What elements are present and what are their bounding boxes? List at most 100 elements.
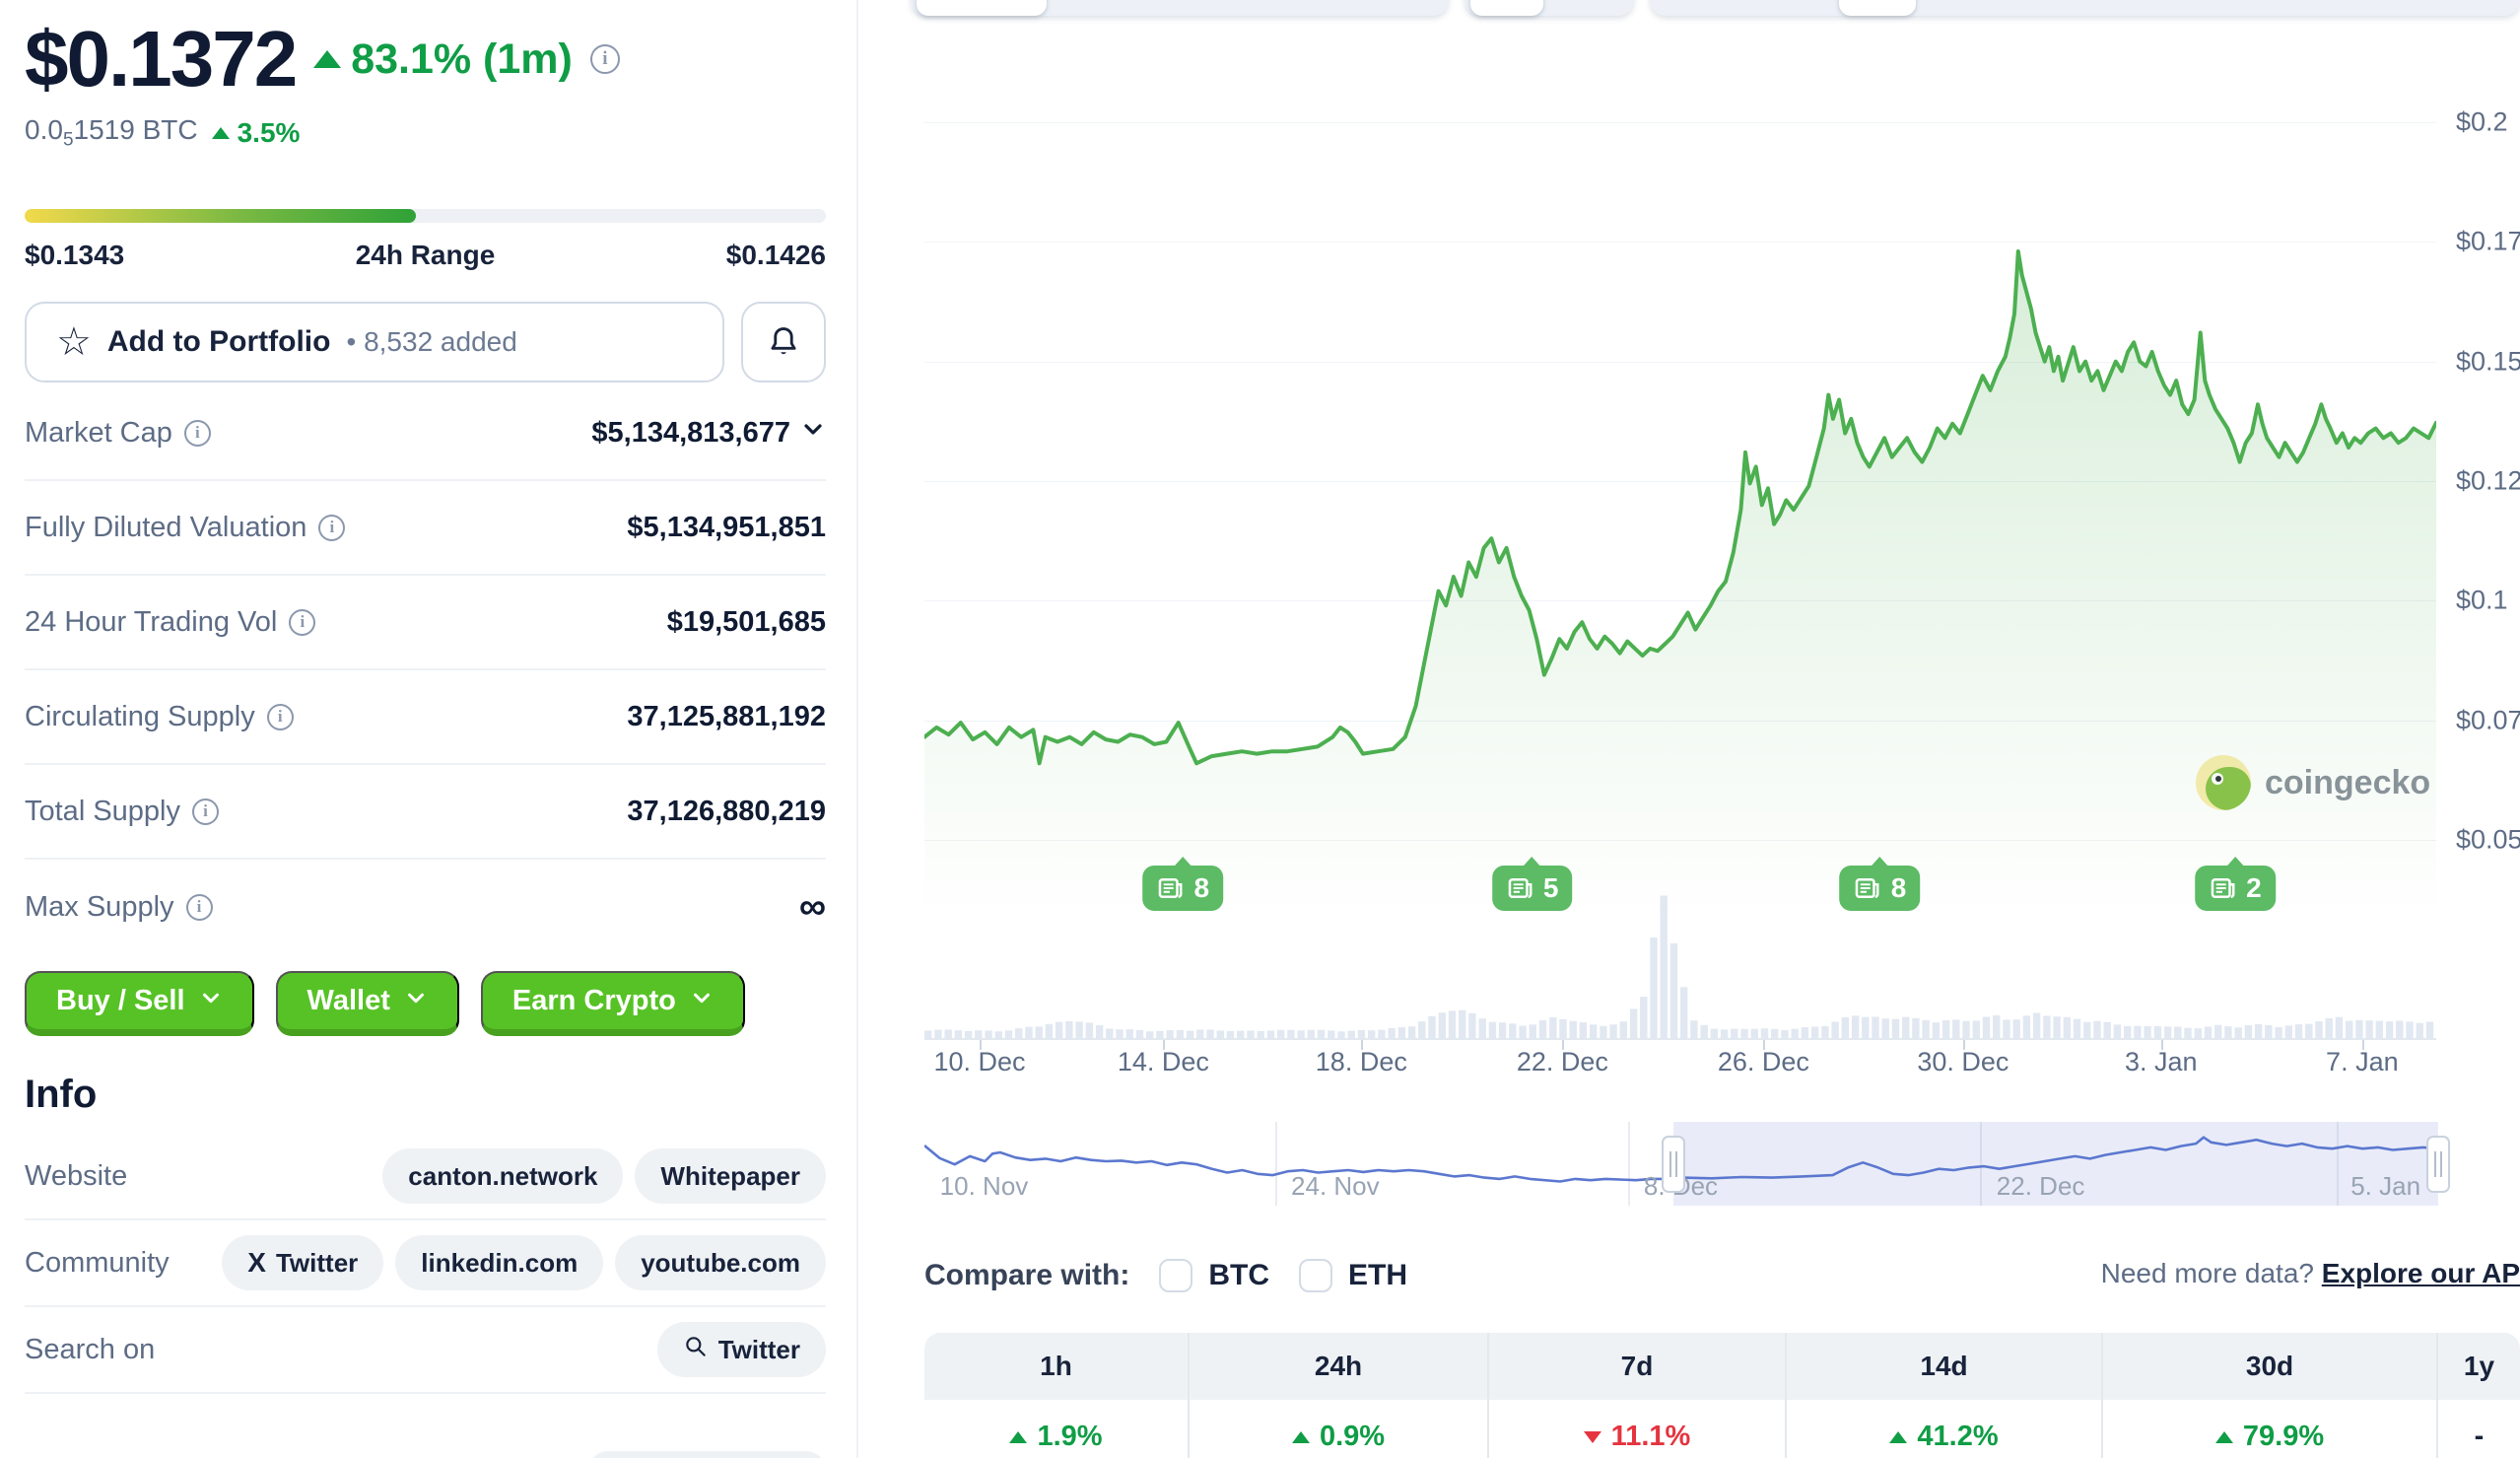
- chevron-down-icon: [199, 985, 223, 1017]
- info-row-label: Website: [25, 1159, 128, 1192]
- chart-range-selected-tab[interactable]: [1839, 0, 1916, 16]
- chip-whitepaper[interactable]: Whitepaper: [635, 1148, 826, 1204]
- table-value-text: 79.9%: [2242, 1421, 2325, 1452]
- add-to-portfolio-button[interactable]: ☆ Add to Portfolio • 8,532 added: [25, 302, 724, 382]
- compare-label: Compare with:: [924, 1259, 1130, 1291]
- down-triangle-icon: [1583, 1430, 1601, 1443]
- chip-label: canton.network: [408, 1160, 598, 1191]
- chip-label: Twitter: [717, 1334, 800, 1364]
- info-row-label: Community: [25, 1246, 170, 1279]
- y-axis-tick-label: $0.15: [2456, 346, 2520, 377]
- star-icon: ☆: [56, 320, 92, 364]
- gridline: [924, 361, 2436, 363]
- chart-type-selected-tab[interactable]: [917, 0, 1047, 16]
- stat-value-text: $19,501,685: [666, 605, 826, 638]
- stat-value: 37,125,881,192: [627, 701, 826, 733]
- price-line-series[interactable]: [924, 0, 2436, 1038]
- stats-list: Market Cap i $5,134,813,677 Fully Diluted V…: [25, 386, 826, 954]
- table-header-label: 14d: [1920, 1351, 1968, 1381]
- chart-navigator[interactable]: 10. Nov 24. Nov 8. Dec 22. Dec 5. Jan: [924, 1122, 2450, 1206]
- news-badge[interactable]: 8: [1142, 866, 1224, 911]
- action-buttons: Buy / Sell Wallet Earn Crypto: [25, 971, 745, 1036]
- info-icon[interactable]: i: [318, 514, 346, 541]
- chart-scale-selected-tab[interactable]: [1470, 0, 1543, 16]
- action-button-earn-crypto[interactable]: Earn Crypto: [480, 971, 745, 1036]
- x-axis-tick: [979, 1040, 982, 1050]
- up-triangle-icon: [313, 50, 342, 68]
- chevron-down-icon[interactable]: [800, 416, 826, 450]
- eth-checkbox[interactable]: [1299, 1259, 1333, 1292]
- stat-label-text: Circulating Supply: [25, 700, 255, 732]
- news-badge-count: 8: [1193, 872, 1210, 903]
- range-high: $0.1426: [725, 240, 826, 270]
- x-axis-tick-label: 18. Dec: [1315, 1047, 1407, 1076]
- news-badge[interactable]: 5: [1491, 866, 1573, 911]
- info-icon[interactable]: i: [183, 419, 211, 447]
- btc-price: 0.051519 BTC: [25, 114, 198, 151]
- info-icon[interactable]: i: [589, 44, 620, 74]
- chart-scale-tab-group[interactable]: [1464, 0, 1634, 16]
- navigator-left-handle[interactable]: [1662, 1135, 1686, 1193]
- stat-label: 24 Hour Trading Vol i: [25, 606, 316, 639]
- y-axis-tick-label: $0.05: [2456, 824, 2520, 855]
- stat-label-text: Total Supply: [25, 795, 180, 827]
- navigator-date-label: 10. Nov: [939, 1171, 1029, 1201]
- table-header-7d: 7d: [1489, 1333, 1787, 1400]
- navigator-gridline: [1979, 1122, 1982, 1206]
- explore-api-link[interactable]: Explore our AP: [2321, 1258, 2520, 1288]
- search-icon: [683, 1334, 709, 1366]
- table-header-label: 30d: [2245, 1351, 2294, 1381]
- price-alert-button[interactable]: [741, 302, 826, 382]
- x-axis-tick: [1562, 1040, 1565, 1050]
- info-icon[interactable]: i: [185, 893, 213, 921]
- chip-youtube-com[interactable]: youtube.com: [615, 1235, 826, 1290]
- stat-row-fully-diluted-valuation: Fully Diluted Valuation i $5,134,951,851: [25, 481, 826, 576]
- table-value-14d: 41.2%: [1787, 1400, 2103, 1458]
- range-bar-fill: [25, 209, 416, 223]
- info-icon[interactable]: i: [192, 798, 219, 825]
- navigator-date-label: 5. Jan: [2350, 1171, 2421, 1201]
- x-axis-line: [924, 1038, 2436, 1040]
- info-icon[interactable]: i: [289, 608, 316, 636]
- news-badge[interactable]: 8: [1839, 866, 1921, 911]
- stat-label: Max Supply i: [25, 891, 213, 924]
- info-icon[interactable]: i: [266, 703, 294, 730]
- partial-chip[interactable]: [588, 1451, 826, 1458]
- eth-compare-option[interactable]: ETH: [1348, 1259, 1408, 1291]
- chart-range-tab-group[interactable]: [1650, 0, 2520, 16]
- chip-twitter[interactable]: Twitter: [656, 1322, 826, 1377]
- action-button-buy-sell[interactable]: Buy / Sell: [25, 971, 254, 1036]
- chart-type-tab-group[interactable]: [911, 0, 1449, 16]
- y-axis-tick-label: $0.1: [2456, 585, 2508, 615]
- btc-checkbox[interactable]: [1159, 1259, 1193, 1292]
- table-value-1h: 1.9%: [924, 1400, 1190, 1458]
- navigator-selected-range[interactable]: [1673, 1122, 2438, 1206]
- price-change-text: 83.1% (1m): [351, 35, 573, 83]
- navigator-gridline: [1628, 1122, 1631, 1206]
- news-badge-count: 8: [1890, 872, 1907, 903]
- navigator-gridline: [1275, 1122, 1278, 1206]
- action-button-wallet[interactable]: Wallet: [275, 971, 459, 1036]
- x-axis-tick: [1163, 1040, 1166, 1050]
- navigator-line-series: [924, 1136, 2438, 1183]
- btc-compare-option[interactable]: BTC: [1208, 1259, 1270, 1291]
- news-badge[interactable]: 2: [2195, 866, 2276, 911]
- stat-row-circulating-supply: Circulating Supply i 37,125,881,192: [25, 670, 826, 765]
- chip-linkedin-com[interactable]: linkedin.com: [395, 1235, 604, 1290]
- info-rows: Website canton.network Whitepaper Community…: [25, 1134, 826, 1394]
- table-value-text: 1.9%: [1037, 1421, 1103, 1452]
- chip-canton-network[interactable]: canton.network: [382, 1148, 624, 1204]
- x-axis-tick-label: 26. Dec: [1717, 1047, 1809, 1076]
- x-axis-tick: [2361, 1040, 2364, 1050]
- chip-label: youtube.com: [641, 1247, 800, 1278]
- chip-group: X Twitter linkedin.com youtube.com: [222, 1235, 826, 1290]
- bell-icon: [771, 327, 796, 355]
- navigator-right-handle[interactable]: [2426, 1135, 2450, 1193]
- chip-twitter[interactable]: X Twitter: [222, 1235, 384, 1290]
- table-header-1y: 1y: [2438, 1333, 2520, 1400]
- table-header-14d: 14d: [1787, 1333, 2103, 1400]
- stat-row-24-hour-trading-vol: 24 Hour Trading Vol i $19,501,685: [25, 576, 826, 670]
- news-badge-count: 2: [2246, 872, 2262, 903]
